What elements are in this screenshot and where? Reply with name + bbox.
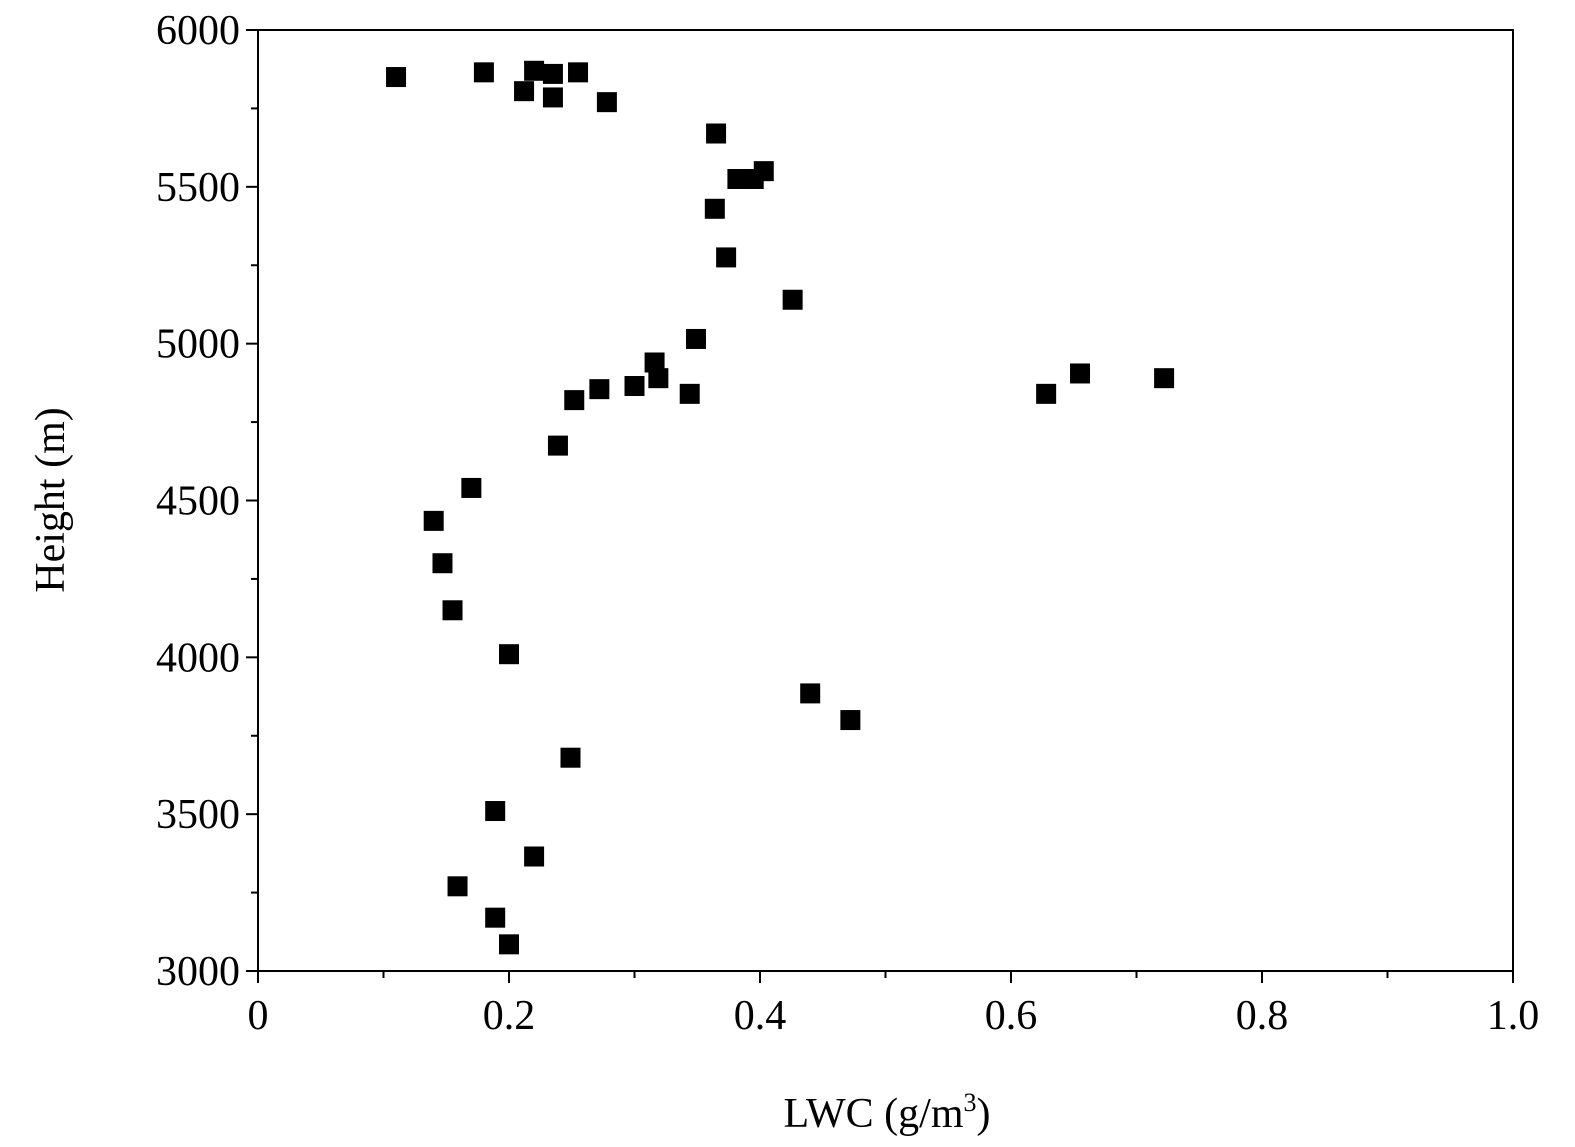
data-point bbox=[423, 510, 444, 531]
data-point bbox=[432, 553, 453, 574]
x-axis-title-end: ) bbox=[977, 1091, 991, 1137]
data-point bbox=[716, 247, 737, 268]
x-tick-label: 0 bbox=[248, 993, 269, 1039]
data-point bbox=[782, 289, 803, 310]
data-point bbox=[753, 161, 774, 182]
x-tick-label: 1.0 bbox=[1487, 993, 1540, 1039]
data-point bbox=[547, 435, 568, 456]
data-point bbox=[648, 368, 669, 389]
data-point bbox=[1070, 363, 1091, 384]
data-point bbox=[560, 747, 581, 768]
x-tick-label: 0.2 bbox=[483, 993, 536, 1039]
data-points bbox=[386, 60, 1175, 955]
data-point bbox=[524, 60, 545, 81]
data-point bbox=[840, 710, 861, 731]
data-point bbox=[447, 876, 468, 897]
y-tick-label: 6000 bbox=[156, 8, 240, 54]
data-point bbox=[800, 683, 821, 704]
data-point bbox=[473, 62, 494, 83]
data-point bbox=[485, 907, 506, 928]
data-point bbox=[589, 379, 610, 400]
y-tick-label: 4500 bbox=[156, 479, 240, 525]
data-point bbox=[685, 328, 706, 349]
data-point bbox=[679, 383, 700, 404]
data-point bbox=[704, 198, 725, 219]
data-point bbox=[485, 801, 506, 822]
data-point bbox=[644, 352, 665, 373]
data-point bbox=[564, 390, 585, 411]
plot-frame bbox=[257, 29, 1514, 972]
data-point bbox=[542, 87, 563, 108]
y-tick-label: 4000 bbox=[156, 635, 240, 681]
y-tick-label: 5500 bbox=[156, 165, 240, 211]
data-point bbox=[727, 168, 748, 189]
x-axis-title-superscript: 3 bbox=[964, 1088, 977, 1117]
data-point bbox=[542, 63, 563, 84]
y-axis-title: Height (m) bbox=[28, 407, 74, 592]
data-point bbox=[524, 846, 545, 867]
x-tick-label: 0.4 bbox=[734, 993, 787, 1039]
data-point bbox=[706, 123, 727, 144]
x-tick-label: 0.8 bbox=[1236, 993, 1289, 1039]
data-point bbox=[624, 376, 645, 397]
axis-ticks bbox=[246, 29, 1514, 983]
x-tick-label: 0.6 bbox=[985, 993, 1038, 1039]
data-point bbox=[1036, 383, 1057, 404]
y-tick-label: 3500 bbox=[156, 792, 240, 838]
y-tick-label: 5000 bbox=[156, 322, 240, 368]
data-point bbox=[442, 600, 463, 621]
y-tick-label: 3000 bbox=[156, 949, 240, 995]
data-point bbox=[461, 477, 482, 498]
data-point bbox=[499, 644, 519, 665]
data-point bbox=[499, 934, 519, 955]
x-axis-title: LWC (g/m3) bbox=[783, 1088, 990, 1137]
x-tick-labels: 0 0.2 0.4 0.6 0.8 1.0 bbox=[248, 993, 1540, 1039]
data-point bbox=[568, 62, 589, 83]
y-tick-labels: 3000 3500 4000 4500 5000 5500 6000 bbox=[156, 8, 240, 995]
data-point bbox=[514, 81, 535, 102]
data-point bbox=[1154, 368, 1175, 389]
data-point bbox=[596, 92, 617, 113]
data-point bbox=[386, 67, 407, 88]
